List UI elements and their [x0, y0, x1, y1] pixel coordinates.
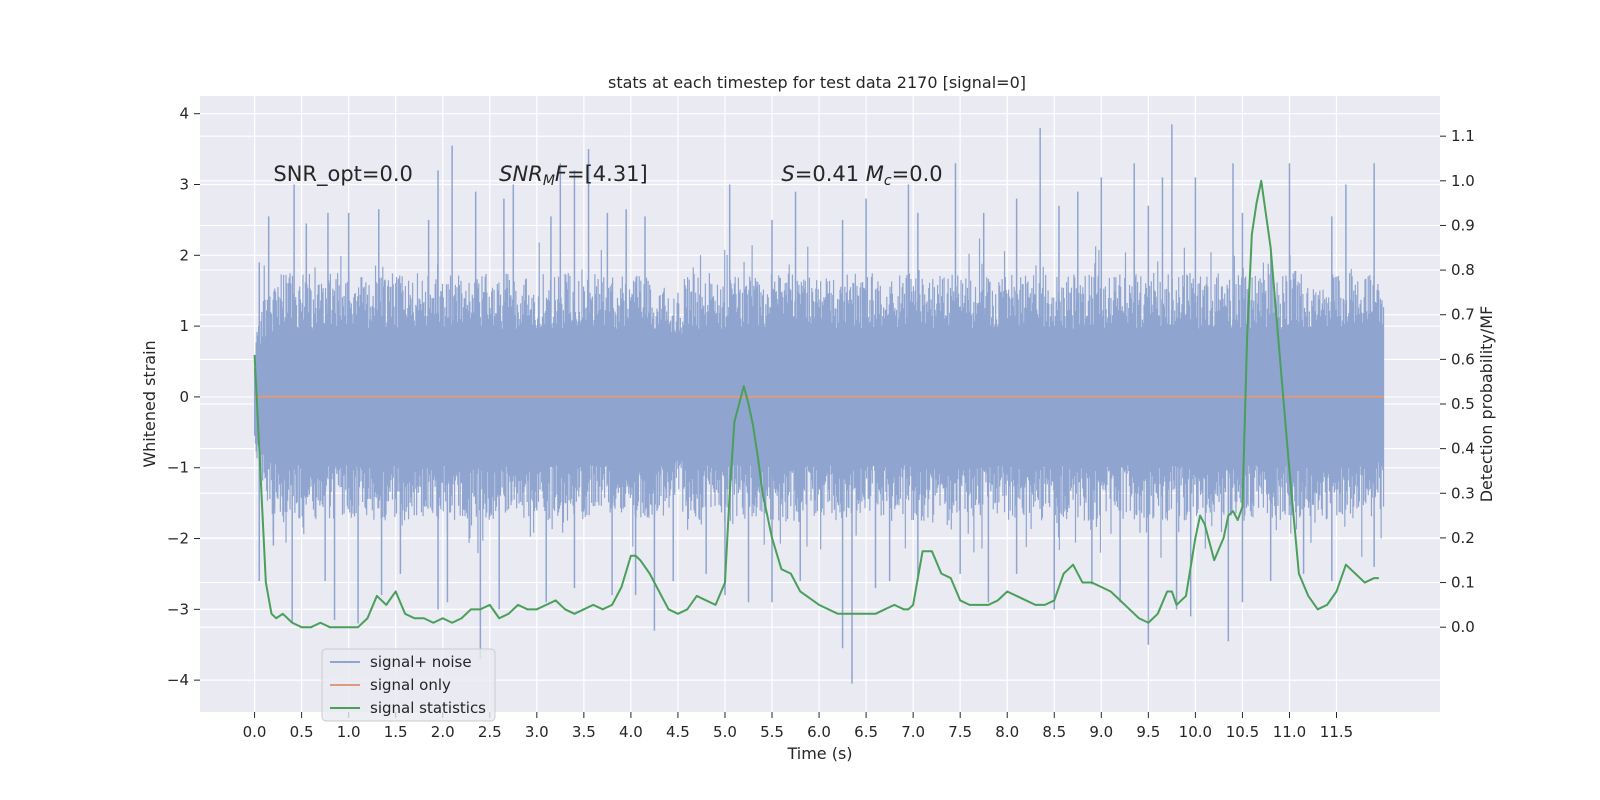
- x-tick-label: 2.5: [478, 723, 502, 741]
- annotation-text: SNR_opt=0.0: [273, 162, 413, 187]
- y-tick-label: 3: [179, 176, 189, 194]
- annotations: SNR_opt=0.0 SNRMF=[4.31] S=0.41 Mc=0.0: [273, 162, 942, 189]
- x-tick-label: 8.5: [1042, 723, 1066, 741]
- annotation-text: SNRMF=[4.31]: [499, 162, 648, 189]
- y2-tick-label: 0.6: [1451, 350, 1475, 368]
- x-tick-label: 4.0: [619, 723, 643, 741]
- x-tick-label: 11.0: [1273, 723, 1306, 741]
- y-tick-label: −4: [167, 671, 189, 689]
- y-tick-label: −2: [167, 530, 189, 548]
- x-tick-label: 10.5: [1226, 723, 1259, 741]
- y-tick-label: 4: [179, 105, 189, 123]
- signal-statistics-line: [253, 179, 1379, 629]
- x-tick-label: 9.0: [1089, 723, 1113, 741]
- legend-box: [321, 648, 496, 722]
- x-tick-label: 0.0: [243, 723, 267, 741]
- y2-tick-label: 0.9: [1451, 216, 1475, 234]
- x-axis-label: Time (s): [786, 744, 852, 763]
- y-tick-label: 0: [179, 388, 189, 406]
- y2-tick-label: 1.0: [1451, 172, 1475, 190]
- legend-label-signal-only: signal only: [370, 676, 451, 694]
- annotation-text: S=0.41 Mc=0.0: [781, 162, 942, 189]
- y2-axis-ticks: 1.1 1.0 0.9 0.8 0.7 0.6 0.5 0.4 0.3 0.2 0.1 0.0: [1440, 127, 1475, 636]
- x-tick-label: 6.0: [807, 723, 831, 741]
- x-tick-label: 2.0: [431, 723, 455, 741]
- signal-statistics-series: [253, 179, 1379, 629]
- legend: signal+ noise signal only signal statist…: [321, 648, 496, 722]
- y2-tick-label: 0.5: [1451, 395, 1475, 413]
- x-tick-label: 0.5: [290, 723, 314, 741]
- y2-tick-label: 0.2: [1451, 529, 1475, 547]
- y2-tick-label: 0.7: [1451, 306, 1475, 324]
- x-tick-label: 5.5: [760, 723, 784, 741]
- x-tick-label: 3.5: [572, 723, 596, 741]
- y-tick-label: −3: [167, 600, 189, 618]
- y2-tick-label: 0.1: [1451, 574, 1475, 592]
- legend-label-signal-plus-noise: signal+ noise: [370, 653, 472, 671]
- x-tick-label: 8.0: [995, 723, 1019, 741]
- x-tick-label: 7.0: [901, 723, 925, 741]
- x-tick-label: 4.5: [666, 723, 690, 741]
- y-axis-ticks: 4 3 2 1 0 −1 −2 −3 −4: [167, 105, 200, 689]
- x-tick-label: 3.0: [525, 723, 549, 741]
- chart-title: stats at each timestep for test data 217…: [608, 73, 1026, 92]
- x-tick-label: 10.0: [1179, 723, 1212, 741]
- y-tick-label: −1: [167, 459, 189, 477]
- y-axis-label: Whitened strain: [140, 340, 159, 467]
- x-tick-label: 5.0: [713, 723, 737, 741]
- y2-tick-label: 1.1: [1451, 127, 1475, 145]
- legend-label-signal-statistics: signal statistics: [370, 699, 486, 717]
- x-tick-label: 9.5: [1136, 723, 1160, 741]
- y2-axis-label: Detection probability/MF: [1477, 306, 1496, 503]
- y-tick-label: 2: [179, 246, 189, 264]
- x-tick-label: 11.5: [1320, 723, 1353, 741]
- x-tick-label: 7.5: [948, 723, 972, 741]
- y-tick-label: 1: [179, 317, 189, 335]
- y2-tick-label: 0.8: [1451, 261, 1475, 279]
- signal-plus-noise-series: [253, 124, 1385, 684]
- y2-tick-label: 0.0: [1451, 618, 1475, 636]
- x-axis-ticks: 0.0 0.5 1.0 1.5 2.0 2.5 3.0 3.5 4.0 4.5 5.0 5.5 6.0 6…: [243, 712, 1353, 741]
- x-tick-label: 1.0: [337, 723, 361, 741]
- y2-tick-label: 0.3: [1451, 484, 1475, 502]
- x-tick-label: 1.5: [384, 723, 408, 741]
- x-tick-label: 6.5: [854, 723, 878, 741]
- y2-tick-label: 0.4: [1451, 440, 1475, 458]
